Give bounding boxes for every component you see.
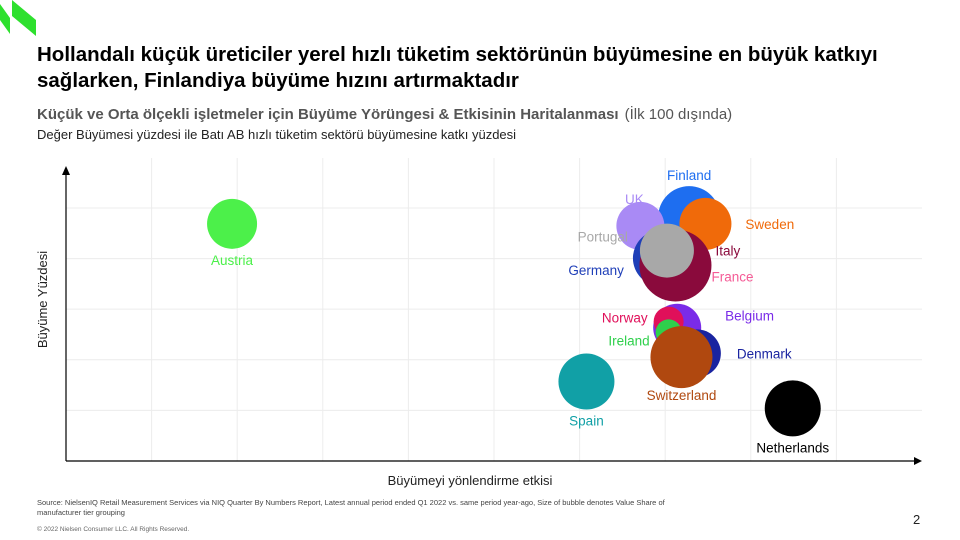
bubble-label-finland: Finland bbox=[667, 168, 711, 183]
bubble-label-ireland: Ireland bbox=[608, 333, 649, 348]
y-axis-arrow-icon bbox=[62, 166, 70, 175]
chart-subtitle: Küçük ve Orta ölçekli işletmeler için Bü… bbox=[37, 106, 619, 123]
bubble-label-belgium: Belgium bbox=[725, 309, 774, 324]
bubble-austria bbox=[207, 198, 258, 249]
logo-stroke-right bbox=[12, 0, 36, 36]
x-axis-label: Büyümeyi yönlendirme etkisi bbox=[388, 473, 553, 488]
bubble-label-denmark: Denmark bbox=[737, 346, 792, 361]
bubble-spain bbox=[558, 353, 615, 410]
bubble-portugal bbox=[639, 223, 694, 278]
bubble-label-netherlands: Netherlands bbox=[756, 440, 829, 455]
bubble-label-france: France bbox=[711, 269, 753, 284]
logo-stroke-left bbox=[0, 4, 10, 34]
bubble-label-portugal: Portugal bbox=[578, 230, 628, 245]
bubble-label-spain: Spain bbox=[569, 414, 604, 429]
bubble-switzerland bbox=[650, 326, 713, 389]
x-axis-arrow-icon bbox=[914, 457, 922, 465]
chart-description: Değer Büyümesi yüzdesi ile Batı AB hızlı… bbox=[37, 127, 517, 142]
bubble-label-italy: Italy bbox=[715, 243, 740, 258]
bubble-label-norway: Norway bbox=[602, 311, 648, 326]
page-headline: Hollandalı küçük üreticiler yerel hızlı … bbox=[37, 43, 878, 92]
page-number: 2 bbox=[913, 512, 921, 527]
copyright-notice: © 2022 Nielsen Consumer LLC. All Rights … bbox=[37, 526, 190, 533]
bubble-label-sweden: Sweden bbox=[745, 217, 794, 232]
nielseniq-logo-icon bbox=[0, 0, 36, 36]
bubble-label-germany: Germany bbox=[568, 263, 624, 278]
bubble-netherlands bbox=[764, 380, 821, 437]
bubble-label-uk: UK bbox=[625, 192, 644, 207]
chart-subtitle-row: Küçük ve Orta ölçekli işletmeler için Bü… bbox=[37, 106, 732, 123]
bubble-label-austria: Austria bbox=[211, 253, 254, 268]
chart-subtitle-note: (İlk 100 dışında) bbox=[624, 106, 733, 123]
y-axis-label: Büyüme Yüzdesi bbox=[35, 251, 50, 348]
source-footnote: Source: NielsenIQ Retail Measurement Ser… bbox=[37, 498, 665, 517]
bubble-label-switzerland: Switzerland bbox=[647, 388, 717, 403]
